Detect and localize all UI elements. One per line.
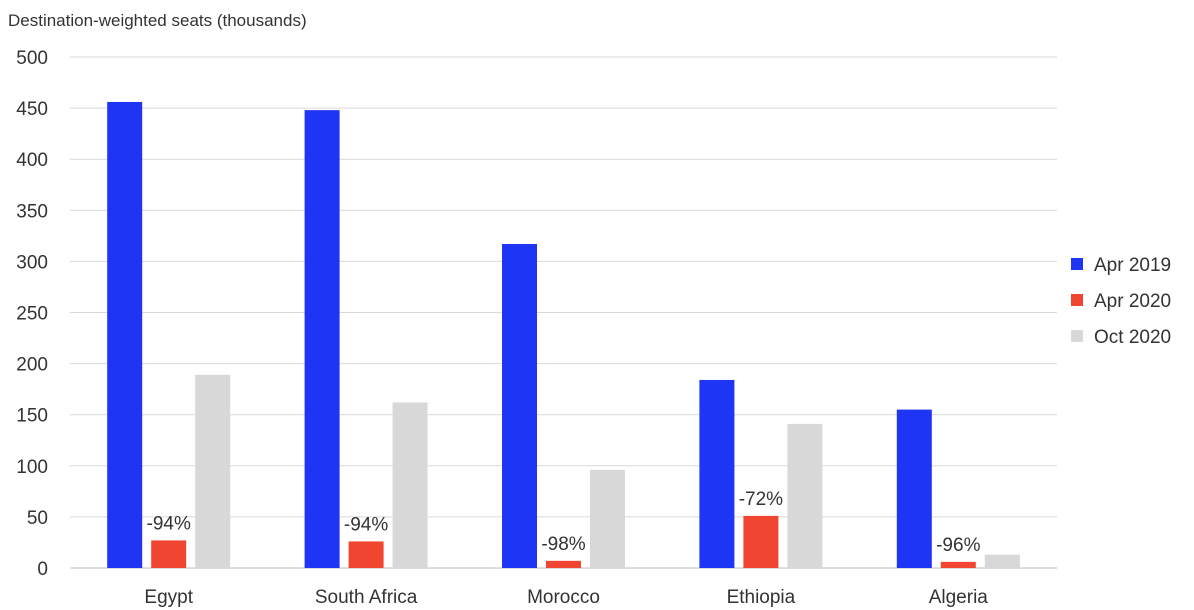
data-label: -98% <box>541 534 585 555</box>
data-label: -94% <box>147 513 191 534</box>
bar-oct-2020 <box>392 402 428 568</box>
legend-label: Apr 2020 <box>1094 291 1171 312</box>
y-tick-label: 250 <box>16 304 48 325</box>
x-axis-categories: Egypt South Africa Morocco Ethiopia Algeria <box>144 587 988 608</box>
bar-apr-2019 <box>304 110 340 569</box>
bar-oct-2020 <box>195 374 231 568</box>
bar-apr-2019 <box>502 244 537 568</box>
bar-apr-2020 <box>348 541 384 568</box>
y-tick-label: 100 <box>16 457 48 478</box>
x-category-label: Ethiopia <box>727 587 796 608</box>
bar-apr-2020 <box>743 515 779 568</box>
data-label: -94% <box>344 514 388 535</box>
bar-apr-2019 <box>699 379 735 568</box>
x-category-label: Egypt <box>144 587 193 608</box>
data-label: -72% <box>739 489 783 510</box>
y-tick-label: 0 <box>37 559 48 580</box>
bar-apr-2020 <box>151 540 187 568</box>
y-tick-label: 350 <box>16 201 48 222</box>
y-axis-ticks: 0 50 100 150 200 250 300 350 400 450 500 <box>16 48 48 580</box>
bar-oct-2020 <box>984 554 1020 568</box>
y-tick-label: 450 <box>16 99 48 120</box>
legend-swatch <box>1071 330 1083 342</box>
y-tick-label: 500 <box>16 48 48 69</box>
legend-label: Apr 2019 <box>1094 255 1171 276</box>
data-label: -96% <box>936 535 980 556</box>
bar-oct-2020 <box>590 469 625 568</box>
bar-apr-2020 <box>940 561 976 568</box>
legend-swatch <box>1071 258 1083 270</box>
legend-swatch <box>1071 294 1083 306</box>
y-tick-label: 200 <box>16 355 48 376</box>
y-tick-label: 150 <box>16 406 48 427</box>
y-tick-label: 300 <box>16 252 48 273</box>
legend-label: Oct 2020 <box>1094 327 1171 348</box>
gridlines <box>70 56 1057 569</box>
y-tick-label: 50 <box>27 508 48 529</box>
bar-apr-2019 <box>107 101 143 568</box>
x-category-label: Algeria <box>929 587 989 608</box>
x-category-label: Morocco <box>527 587 600 608</box>
bar-oct-2020 <box>787 423 823 568</box>
data-labels: -94% -94% -98% -72% -96% <box>147 489 981 556</box>
bar-apr-2020 <box>546 560 581 568</box>
x-category-label: South Africa <box>315 587 418 608</box>
y-tick-label: 400 <box>16 150 48 171</box>
y-axis-label: Destination-weighted seats (thousands) <box>8 11 307 30</box>
bar-apr-2019 <box>896 409 932 568</box>
bars <box>107 101 1020 569</box>
legend: Apr 2019 Apr 2020 Oct 2020 <box>1071 255 1171 348</box>
